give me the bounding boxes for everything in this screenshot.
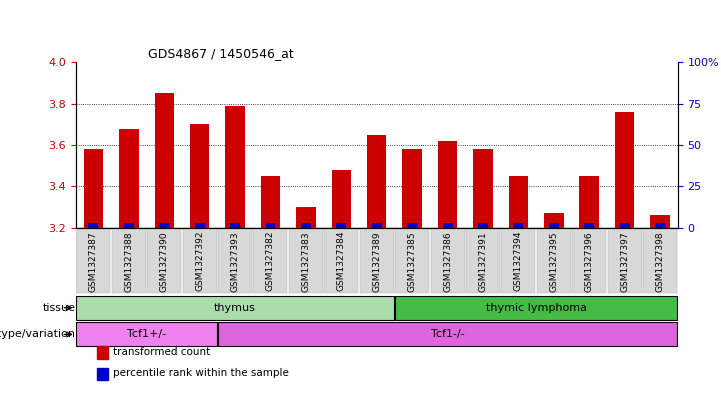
Bar — [544, 213, 564, 228]
Bar — [218, 322, 677, 347]
Text: GSM1327391: GSM1327391 — [479, 231, 487, 292]
Bar — [190, 124, 209, 228]
Bar — [301, 223, 311, 228]
Bar — [549, 223, 559, 228]
Bar — [655, 223, 665, 228]
Text: GSM1327396: GSM1327396 — [585, 231, 593, 292]
Bar — [478, 223, 488, 228]
FancyBboxPatch shape — [360, 229, 394, 293]
Bar — [124, 223, 134, 228]
Bar — [615, 112, 634, 228]
Bar — [195, 223, 205, 228]
Text: GSM1327386: GSM1327386 — [443, 231, 452, 292]
FancyBboxPatch shape — [147, 229, 181, 293]
FancyBboxPatch shape — [572, 229, 606, 293]
FancyBboxPatch shape — [537, 229, 571, 293]
Text: GSM1327385: GSM1327385 — [407, 231, 417, 292]
FancyBboxPatch shape — [430, 229, 464, 293]
FancyBboxPatch shape — [289, 229, 323, 293]
Text: GSM1327397: GSM1327397 — [620, 231, 629, 292]
Text: GSM1327390: GSM1327390 — [160, 231, 169, 292]
Text: GSM1327389: GSM1327389 — [372, 231, 381, 292]
Text: GSM1327395: GSM1327395 — [549, 231, 558, 292]
Bar — [513, 223, 523, 228]
Text: GSM1327384: GSM1327384 — [337, 231, 346, 291]
Text: percentile rank within the sample: percentile rank within the sample — [113, 368, 289, 378]
Text: GSM1327398: GSM1327398 — [655, 231, 665, 292]
FancyBboxPatch shape — [608, 229, 642, 293]
Bar — [395, 296, 677, 320]
Bar — [438, 141, 457, 228]
Text: GSM1327394: GSM1327394 — [514, 231, 523, 291]
Bar — [508, 176, 528, 228]
Text: GDS4867 / 1450546_at: GDS4867 / 1450546_at — [148, 47, 293, 60]
Bar — [230, 223, 240, 228]
Bar — [261, 176, 280, 228]
Text: GSM1327382: GSM1327382 — [266, 231, 275, 291]
FancyBboxPatch shape — [324, 229, 358, 293]
Bar — [584, 223, 594, 228]
Bar — [337, 223, 346, 228]
FancyBboxPatch shape — [254, 229, 288, 293]
Bar — [296, 207, 316, 228]
Text: tissue: tissue — [43, 303, 76, 313]
Bar — [372, 223, 381, 228]
Text: thymic lymphoma: thymic lymphoma — [485, 303, 587, 313]
Bar — [619, 223, 629, 228]
FancyBboxPatch shape — [76, 229, 110, 293]
Text: GSM1327388: GSM1327388 — [124, 231, 133, 292]
FancyBboxPatch shape — [643, 229, 677, 293]
Text: thymus: thymus — [214, 303, 256, 313]
Bar — [76, 322, 216, 347]
FancyBboxPatch shape — [218, 229, 252, 293]
Bar — [226, 106, 245, 228]
Text: GSM1327392: GSM1327392 — [195, 231, 204, 291]
Bar — [119, 129, 138, 228]
Bar — [84, 149, 103, 228]
Text: GSM1327387: GSM1327387 — [89, 231, 98, 292]
Bar — [473, 149, 492, 228]
Bar — [154, 94, 174, 228]
FancyBboxPatch shape — [466, 229, 500, 293]
Bar — [89, 223, 98, 228]
Text: GSM1327383: GSM1327383 — [301, 231, 311, 292]
Text: genotype/variation: genotype/variation — [0, 329, 76, 340]
Text: Tcf1+/-: Tcf1+/- — [127, 329, 166, 340]
FancyBboxPatch shape — [112, 229, 146, 293]
FancyBboxPatch shape — [501, 229, 536, 293]
Bar — [332, 170, 351, 228]
Bar — [402, 149, 422, 228]
Bar — [265, 223, 275, 228]
Bar — [443, 223, 453, 228]
FancyBboxPatch shape — [182, 229, 216, 293]
Text: GSM1327393: GSM1327393 — [231, 231, 239, 292]
FancyBboxPatch shape — [395, 229, 429, 293]
Bar — [650, 215, 670, 228]
Bar — [159, 223, 169, 228]
Bar — [407, 223, 417, 228]
Bar — [367, 135, 386, 228]
Bar — [580, 176, 599, 228]
Text: Tcf1-/-: Tcf1-/- — [430, 329, 464, 340]
Text: transformed count: transformed count — [113, 347, 211, 357]
Bar — [76, 296, 394, 320]
